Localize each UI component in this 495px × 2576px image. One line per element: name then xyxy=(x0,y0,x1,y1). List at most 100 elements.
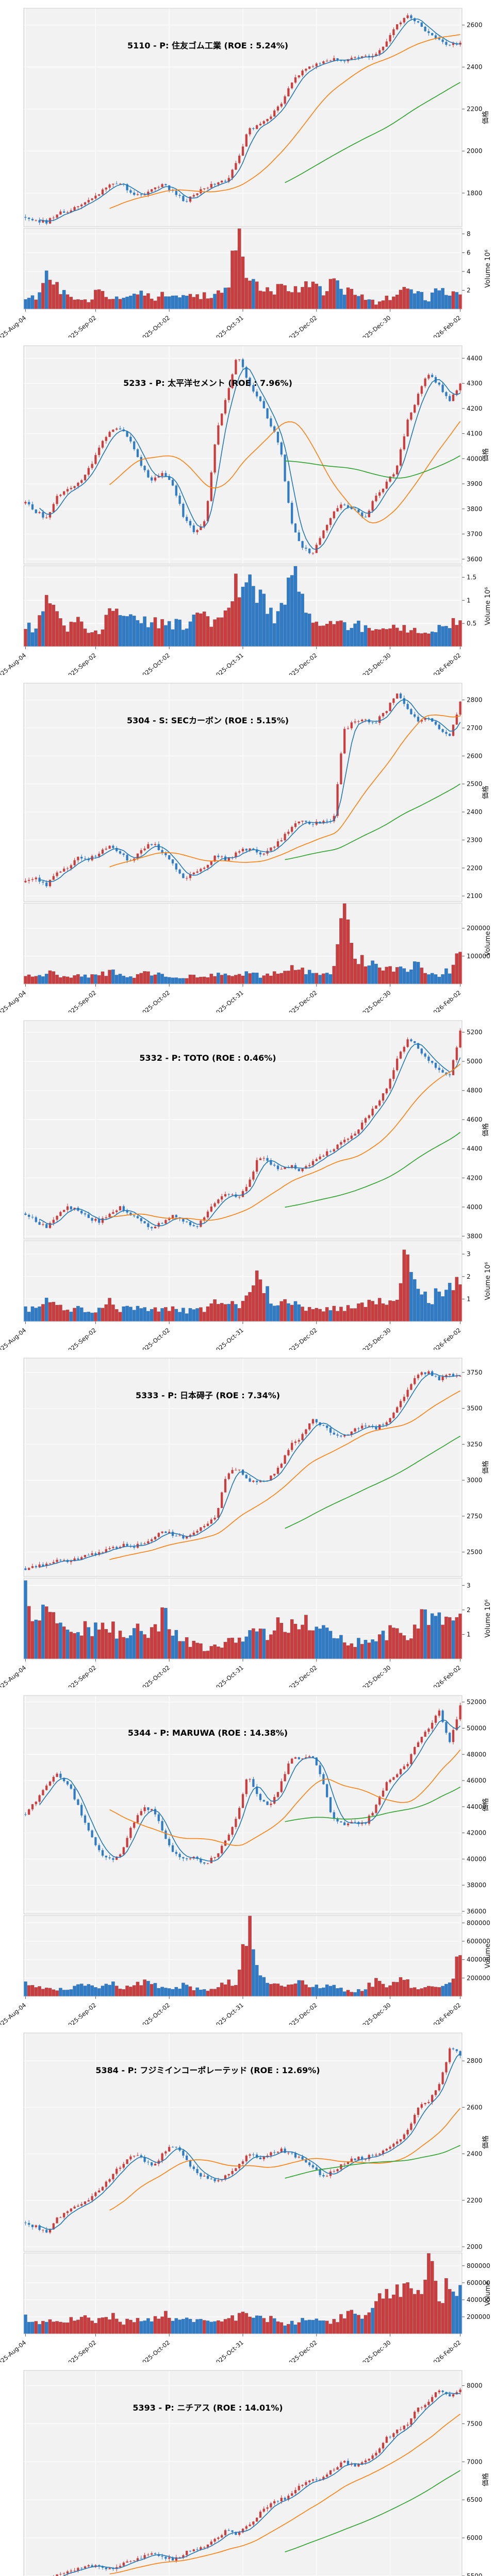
volume-tick-label: 800000 xyxy=(467,2262,490,2269)
volume-tick-label: 1 xyxy=(467,1295,471,1302)
date-tick-label: 2025-Oct-31 xyxy=(211,1664,244,1687)
date-tick-label: 2025-Oct-02 xyxy=(138,314,171,337)
gridlines xyxy=(24,346,462,647)
volume-axis: 2 4 6 8 xyxy=(462,230,471,294)
price-axis-title: 価格 xyxy=(482,786,490,799)
price-tick-label: 4400 xyxy=(467,354,483,362)
date-tick-label: 2025-Dec-30 xyxy=(358,989,392,1012)
price-tick-label: 3900 xyxy=(467,480,483,487)
chart-title: 5233 - P: 太平洋セメント (ROE : 7.96%) xyxy=(123,378,292,388)
volume-tick-label: 400000 xyxy=(467,2296,490,2303)
date-tick-label: 2025-Oct-02 xyxy=(138,652,171,675)
price-tick-label: 2700 xyxy=(467,724,483,732)
price-tick-label: 3500 xyxy=(467,1405,483,1412)
volume-tick-label: 0.5 xyxy=(467,620,476,627)
chart-title: 5344 - P: MARUWA (ROE : 14.38%) xyxy=(128,1728,288,1738)
volume-tick-label: 2 xyxy=(467,1606,471,1614)
price-tick-label: 4800 xyxy=(467,1087,483,1094)
price-tick-label: 6500 xyxy=(467,2496,483,2503)
volume-tick-label: 6 xyxy=(467,249,471,256)
volume-tick-label: 2 xyxy=(467,1273,471,1280)
ma-long-line xyxy=(285,1132,461,1208)
volume-tick-label: 1 xyxy=(467,597,471,604)
date-tick-label: 2025-Aug-04 xyxy=(0,2002,27,2025)
ma-short-line xyxy=(39,2053,461,2230)
price-tick-label: 4200 xyxy=(467,405,483,412)
price-axis: 3800 4000 4200 4400 4600 4800 5000 5200 xyxy=(462,1029,483,1240)
stock-chart-5110: 1800 2000 2200 2400 2600 2 4 6 8 価格 Volume 10⁶ 2025… xyxy=(0,0,495,344)
date-axis: 2025-Aug-04 2025-Sep-02 2025-Oct-02 2025-Oc… xyxy=(0,1996,463,2031)
date-tick-label: 2025-Dec-30 xyxy=(358,2339,392,2362)
ma-mid-line xyxy=(109,1063,461,1221)
price-tick-label: 2600 xyxy=(467,2104,483,2111)
date-tick-label: 2025-Dec-02 xyxy=(285,1327,319,1350)
date-tick-label: 2025-Dec-02 xyxy=(285,314,319,337)
volume-tick-label: 1 xyxy=(467,1631,471,1638)
date-tick-label: 2025-Sep-02 xyxy=(64,1664,98,1687)
date-tick-label: 2025-Oct-02 xyxy=(138,1664,171,1687)
date-axis: 2025-Aug-04 2025-Sep-02 2025-Oct-02 2025-Oc… xyxy=(0,309,463,344)
ma-short-line xyxy=(39,699,461,882)
price-tick-label: 2200 xyxy=(467,106,483,113)
date-tick-label: 2025-Aug-04 xyxy=(0,2339,27,2362)
price-axis-title: 価格 xyxy=(482,1798,490,1811)
candlesticks xyxy=(53,2387,461,2576)
ma-long-line xyxy=(285,1786,460,1822)
panel-border xyxy=(23,8,463,227)
volume-axis-title: Volume 10⁶ xyxy=(484,587,492,625)
volume-tick-label: 100000 xyxy=(467,953,490,960)
price-tick-label: 2750 xyxy=(467,1513,483,1520)
panel-border xyxy=(23,2370,463,2576)
date-tick-label: 2025-Sep-02 xyxy=(64,989,98,1012)
price-axis-title: 価格 xyxy=(482,2473,490,2486)
volume-tick-label: 800000 xyxy=(467,1919,490,1926)
ma-short-line xyxy=(39,1373,460,1568)
volume-axis: 100000 200000 xyxy=(462,925,490,960)
candlesticks xyxy=(24,692,461,888)
volume-tick-label: 600000 xyxy=(467,1938,490,1945)
price-tick-label: 7000 xyxy=(467,2458,483,2465)
date-tick-label: 2025-Aug-04 xyxy=(0,314,27,337)
date-tick-label: 2025-Oct-31 xyxy=(211,2002,244,2025)
date-tick-label: 2026-Feb-02 xyxy=(429,314,463,337)
price-axis-title: 価格 xyxy=(482,111,490,124)
price-tick-label: 48000 xyxy=(467,1751,486,1758)
panel-border xyxy=(23,345,463,565)
chart-canvas-5332: 3800 4000 4200 4400 4600 4800 5000 5200 1 2 3 価格 Vol… xyxy=(0,1020,492,1357)
price-tick-label: 4000 xyxy=(467,455,483,462)
price-axis-title: 価格 xyxy=(482,1461,490,1474)
price-tick-label: 4200 xyxy=(467,1174,483,1181)
price-tick-label: 3800 xyxy=(467,1232,483,1240)
price-tick-label: 2500 xyxy=(467,781,483,788)
date-tick-label: 2025-Dec-30 xyxy=(358,314,392,337)
gridlines xyxy=(24,683,462,984)
date-tick-label: 2025-Oct-02 xyxy=(138,989,171,1012)
price-tick-label: 4300 xyxy=(467,380,483,387)
date-tick-label: 2026-Feb-02 xyxy=(429,1664,463,1687)
panel-border xyxy=(23,1020,463,1240)
price-tick-label: 2400 xyxy=(467,63,483,71)
volume-bars xyxy=(24,1916,462,1997)
stock-chart-5384: 2000 2200 2400 2600 2800 200000 400000 600000 80… xyxy=(0,2025,495,2369)
price-tick-label: 2300 xyxy=(467,836,483,843)
volume-axis-title: Volume 10⁶ xyxy=(484,1262,492,1300)
date-axis: 2025-Aug-04 2025-Sep-02 2025-Oct-02 2025-Oc… xyxy=(0,1321,463,1357)
ma-long-line xyxy=(285,2145,460,2179)
price-axis: 2000 2200 2400 2600 2800 xyxy=(462,2057,483,2250)
date-tick-label: 2025-Sep-02 xyxy=(64,2339,98,2362)
date-tick-label: 2026-Feb-02 xyxy=(429,1327,463,1350)
price-tick-label: 2600 xyxy=(467,752,483,759)
price-tick-label: 44000 xyxy=(467,1803,486,1810)
date-tick-label: 2025-Dec-02 xyxy=(285,652,319,675)
candlesticks xyxy=(24,358,461,555)
date-tick-label: 2025-Dec-02 xyxy=(285,989,319,1012)
date-tick-label: 2025-Aug-04 xyxy=(0,989,27,1012)
date-tick-label: 2025-Oct-31 xyxy=(211,1327,244,1350)
date-tick-label: 2025-Aug-04 xyxy=(0,652,27,675)
ma-long-line xyxy=(285,783,461,860)
volume-bars xyxy=(24,2253,462,2334)
date-tick-label: 2025-Oct-31 xyxy=(211,989,244,1012)
ma-mid-line xyxy=(109,2413,461,2574)
date-tick-label: 2026-Feb-02 xyxy=(429,652,463,675)
date-tick-label: 2025-Sep-02 xyxy=(64,314,98,337)
